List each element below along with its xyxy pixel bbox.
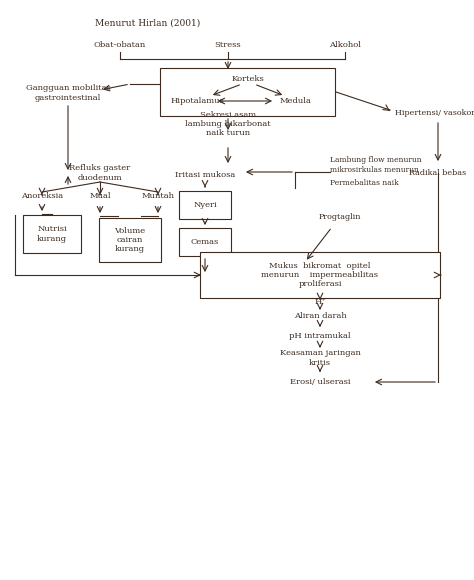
Text: Mual: Mual xyxy=(89,192,111,200)
Text: Nyeri: Nyeri xyxy=(193,201,217,209)
Text: Keasaman jaringan
kritis: Keasaman jaringan kritis xyxy=(280,349,360,367)
Text: Permebalitas naik: Permebalitas naik xyxy=(330,179,399,187)
Text: Stress: Stress xyxy=(215,41,241,49)
Text: Hipotalamus: Hipotalamus xyxy=(170,97,224,105)
Text: Volume
cairan
kurang: Volume cairan kurang xyxy=(114,227,146,253)
Text: Hipertensi/ vasokontriksi: Hipertensi/ vasokontriksi xyxy=(395,109,474,117)
Text: Alkohol: Alkohol xyxy=(329,41,361,49)
Bar xyxy=(23,215,81,253)
Text: Menurut Hirlan (2001): Menurut Hirlan (2001) xyxy=(95,19,200,28)
Text: Cemas: Cemas xyxy=(191,238,219,246)
Text: Aliran darah: Aliran darah xyxy=(293,312,346,320)
Text: Sekresi asam
lambung bikarbonat
naik turun: Sekresi asam lambung bikarbonat naik tur… xyxy=(185,111,271,137)
Bar xyxy=(99,218,161,262)
Bar xyxy=(200,252,440,298)
Text: Refluks gaster
duodenum: Refluks gaster duodenum xyxy=(69,164,130,182)
Text: Medula: Medula xyxy=(280,97,312,105)
Text: Erosi/ ulserasi: Erosi/ ulserasi xyxy=(290,378,350,386)
Text: Progtaglin: Progtaglin xyxy=(319,213,361,221)
Text: Lambung flow menurun
mikrosirkulas menurun: Lambung flow menurun mikrosirkulas menur… xyxy=(330,157,422,173)
Text: Radikal bebas: Radikal bebas xyxy=(410,169,466,177)
Text: Nutrisi
kurang: Nutrisi kurang xyxy=(37,226,67,242)
Text: Gangguan mobilitas
gastrointestinal: Gangguan mobilitas gastrointestinal xyxy=(26,85,110,102)
Text: H⁺: H⁺ xyxy=(314,298,326,306)
Bar xyxy=(179,191,231,219)
Bar xyxy=(161,68,336,116)
Text: Korteks: Korteks xyxy=(232,75,264,83)
Text: Iritasi mukosa: Iritasi mukosa xyxy=(175,171,235,179)
Text: pH intramukal: pH intramukal xyxy=(289,332,351,340)
Text: Obat-obatan: Obat-obatan xyxy=(94,41,146,49)
Text: Anoreksia: Anoreksia xyxy=(21,192,63,200)
Text: Muntah: Muntah xyxy=(142,192,174,200)
Bar xyxy=(179,228,231,256)
Text: Mukus  bikromat  opitel
menurun    impermeabilitas
proliferasi: Mukus bikromat opitel menurun impermeabi… xyxy=(262,262,379,288)
